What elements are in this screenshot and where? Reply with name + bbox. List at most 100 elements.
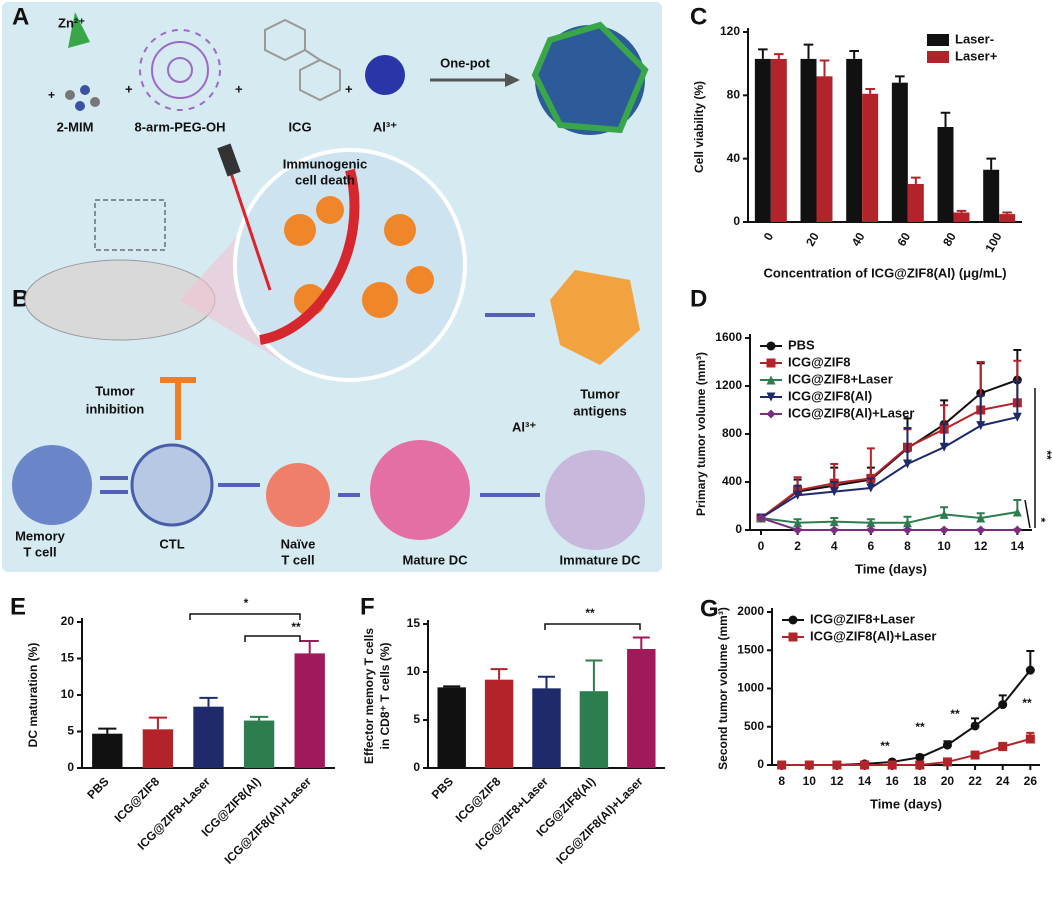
marker	[793, 518, 803, 528]
label: 2-MIM	[57, 119, 94, 134]
y-axis-label: Cell viability (%)	[692, 81, 706, 173]
x-tick-label: 12	[830, 774, 844, 788]
bar	[243, 720, 275, 768]
label: Memory	[15, 528, 66, 543]
y-axis-label: in CD8⁺ T cells (%)	[378, 642, 392, 749]
label: Al³⁺	[373, 119, 397, 134]
significance-bracket	[1024, 499, 1031, 529]
y-tick-label: 400	[722, 474, 742, 488]
error-bar	[537, 675, 556, 689]
error-bar	[758, 48, 768, 59]
label: Immature DC	[560, 552, 642, 567]
bar	[770, 58, 787, 222]
marker	[829, 487, 839, 497]
legend-label: ICG@ZIF8+Laser	[788, 371, 893, 386]
marker	[939, 509, 949, 519]
series-line	[760, 401, 1018, 519]
marker	[766, 375, 776, 385]
marker	[902, 459, 912, 469]
plus: +	[48, 88, 55, 102]
x-tick-label: 8	[904, 539, 911, 553]
marker	[756, 513, 766, 523]
bar	[754, 58, 771, 222]
annotation: **	[880, 739, 890, 753]
y-tick-label: 2000	[737, 604, 764, 618]
marker	[832, 760, 842, 770]
error-bar	[986, 157, 996, 170]
error-bar	[249, 715, 269, 721]
panel-label: B	[12, 285, 29, 312]
zoom-box	[94, 199, 166, 251]
x-tick-label: 80	[940, 230, 959, 249]
mature-dc	[370, 440, 470, 540]
error-bar	[903, 427, 912, 464]
series-line	[781, 669, 1032, 766]
legend-label: ICG@ZIF8(Al)+Laser	[810, 628, 936, 643]
y-tick-label: 40	[727, 151, 741, 165]
significance-bracket	[189, 613, 301, 620]
zif-particle	[531, 21, 649, 135]
bar	[907, 184, 924, 222]
peg-icon	[139, 29, 221, 111]
bar	[999, 214, 1016, 222]
y-tick-label: 0	[757, 757, 764, 771]
bar	[862, 93, 879, 222]
annotation: **	[1022, 696, 1032, 710]
marker	[766, 358, 776, 368]
y-tick-label: 0	[413, 760, 420, 774]
panel-label: G	[700, 595, 719, 622]
bar	[627, 648, 656, 768]
error-bar	[866, 447, 875, 479]
x-tick-label: PBS	[84, 774, 111, 801]
x-tick-label: 10	[803, 774, 817, 788]
panel-label: C	[690, 3, 707, 30]
error-bar	[774, 53, 784, 59]
y-tick-label: 0	[733, 214, 740, 228]
x-tick-label: 20	[803, 230, 822, 249]
marker	[804, 760, 814, 770]
error-bar	[443, 685, 461, 688]
y-tick-label: 500	[744, 719, 764, 733]
marker	[793, 490, 803, 500]
label: T cell	[23, 544, 56, 559]
error-bar	[632, 636, 650, 649]
marker	[866, 518, 876, 528]
marker	[939, 525, 949, 535]
x-tick-label: 26	[1024, 774, 1038, 788]
y-tick-label: 5	[413, 712, 420, 726]
marker	[829, 517, 839, 527]
marker	[970, 721, 980, 731]
y-tick-label: 15	[61, 651, 75, 665]
marker	[976, 513, 986, 523]
y-tick-label: 1200	[715, 378, 742, 392]
y-tick-label: 15	[407, 616, 421, 630]
legend-swatch	[927, 34, 949, 46]
annotation: *	[1034, 518, 1048, 523]
y-tick-label: 5	[67, 724, 74, 738]
x-tick-label: 100	[982, 230, 1004, 255]
bar	[937, 127, 954, 222]
label: cell death	[295, 172, 355, 187]
error-bar	[895, 75, 905, 83]
annotation: **	[915, 720, 925, 734]
arrows	[100, 476, 540, 497]
marker	[915, 760, 925, 770]
x-tick-label: ICG@ZIF8	[453, 774, 504, 825]
error-bar	[199, 696, 218, 707]
x-tick-label: ICG@ZIF8	[112, 774, 163, 825]
label: Zn²⁺	[58, 15, 85, 30]
error-bar	[1002, 211, 1012, 215]
legend-label: ICG@ZIF8(Al)	[788, 388, 872, 403]
marker	[1025, 665, 1035, 675]
y-tick-label: 0	[67, 760, 74, 774]
panel-label: F	[360, 593, 375, 620]
marker	[902, 525, 912, 535]
legend-label: Laser-	[955, 31, 994, 46]
x-tick-label: 60	[894, 230, 913, 249]
bar	[816, 76, 833, 222]
error-bar	[956, 209, 967, 213]
marker	[942, 757, 952, 767]
x-tick-label: 16	[886, 774, 900, 788]
legend-label: ICG@ZIF8+Laser	[810, 611, 915, 626]
